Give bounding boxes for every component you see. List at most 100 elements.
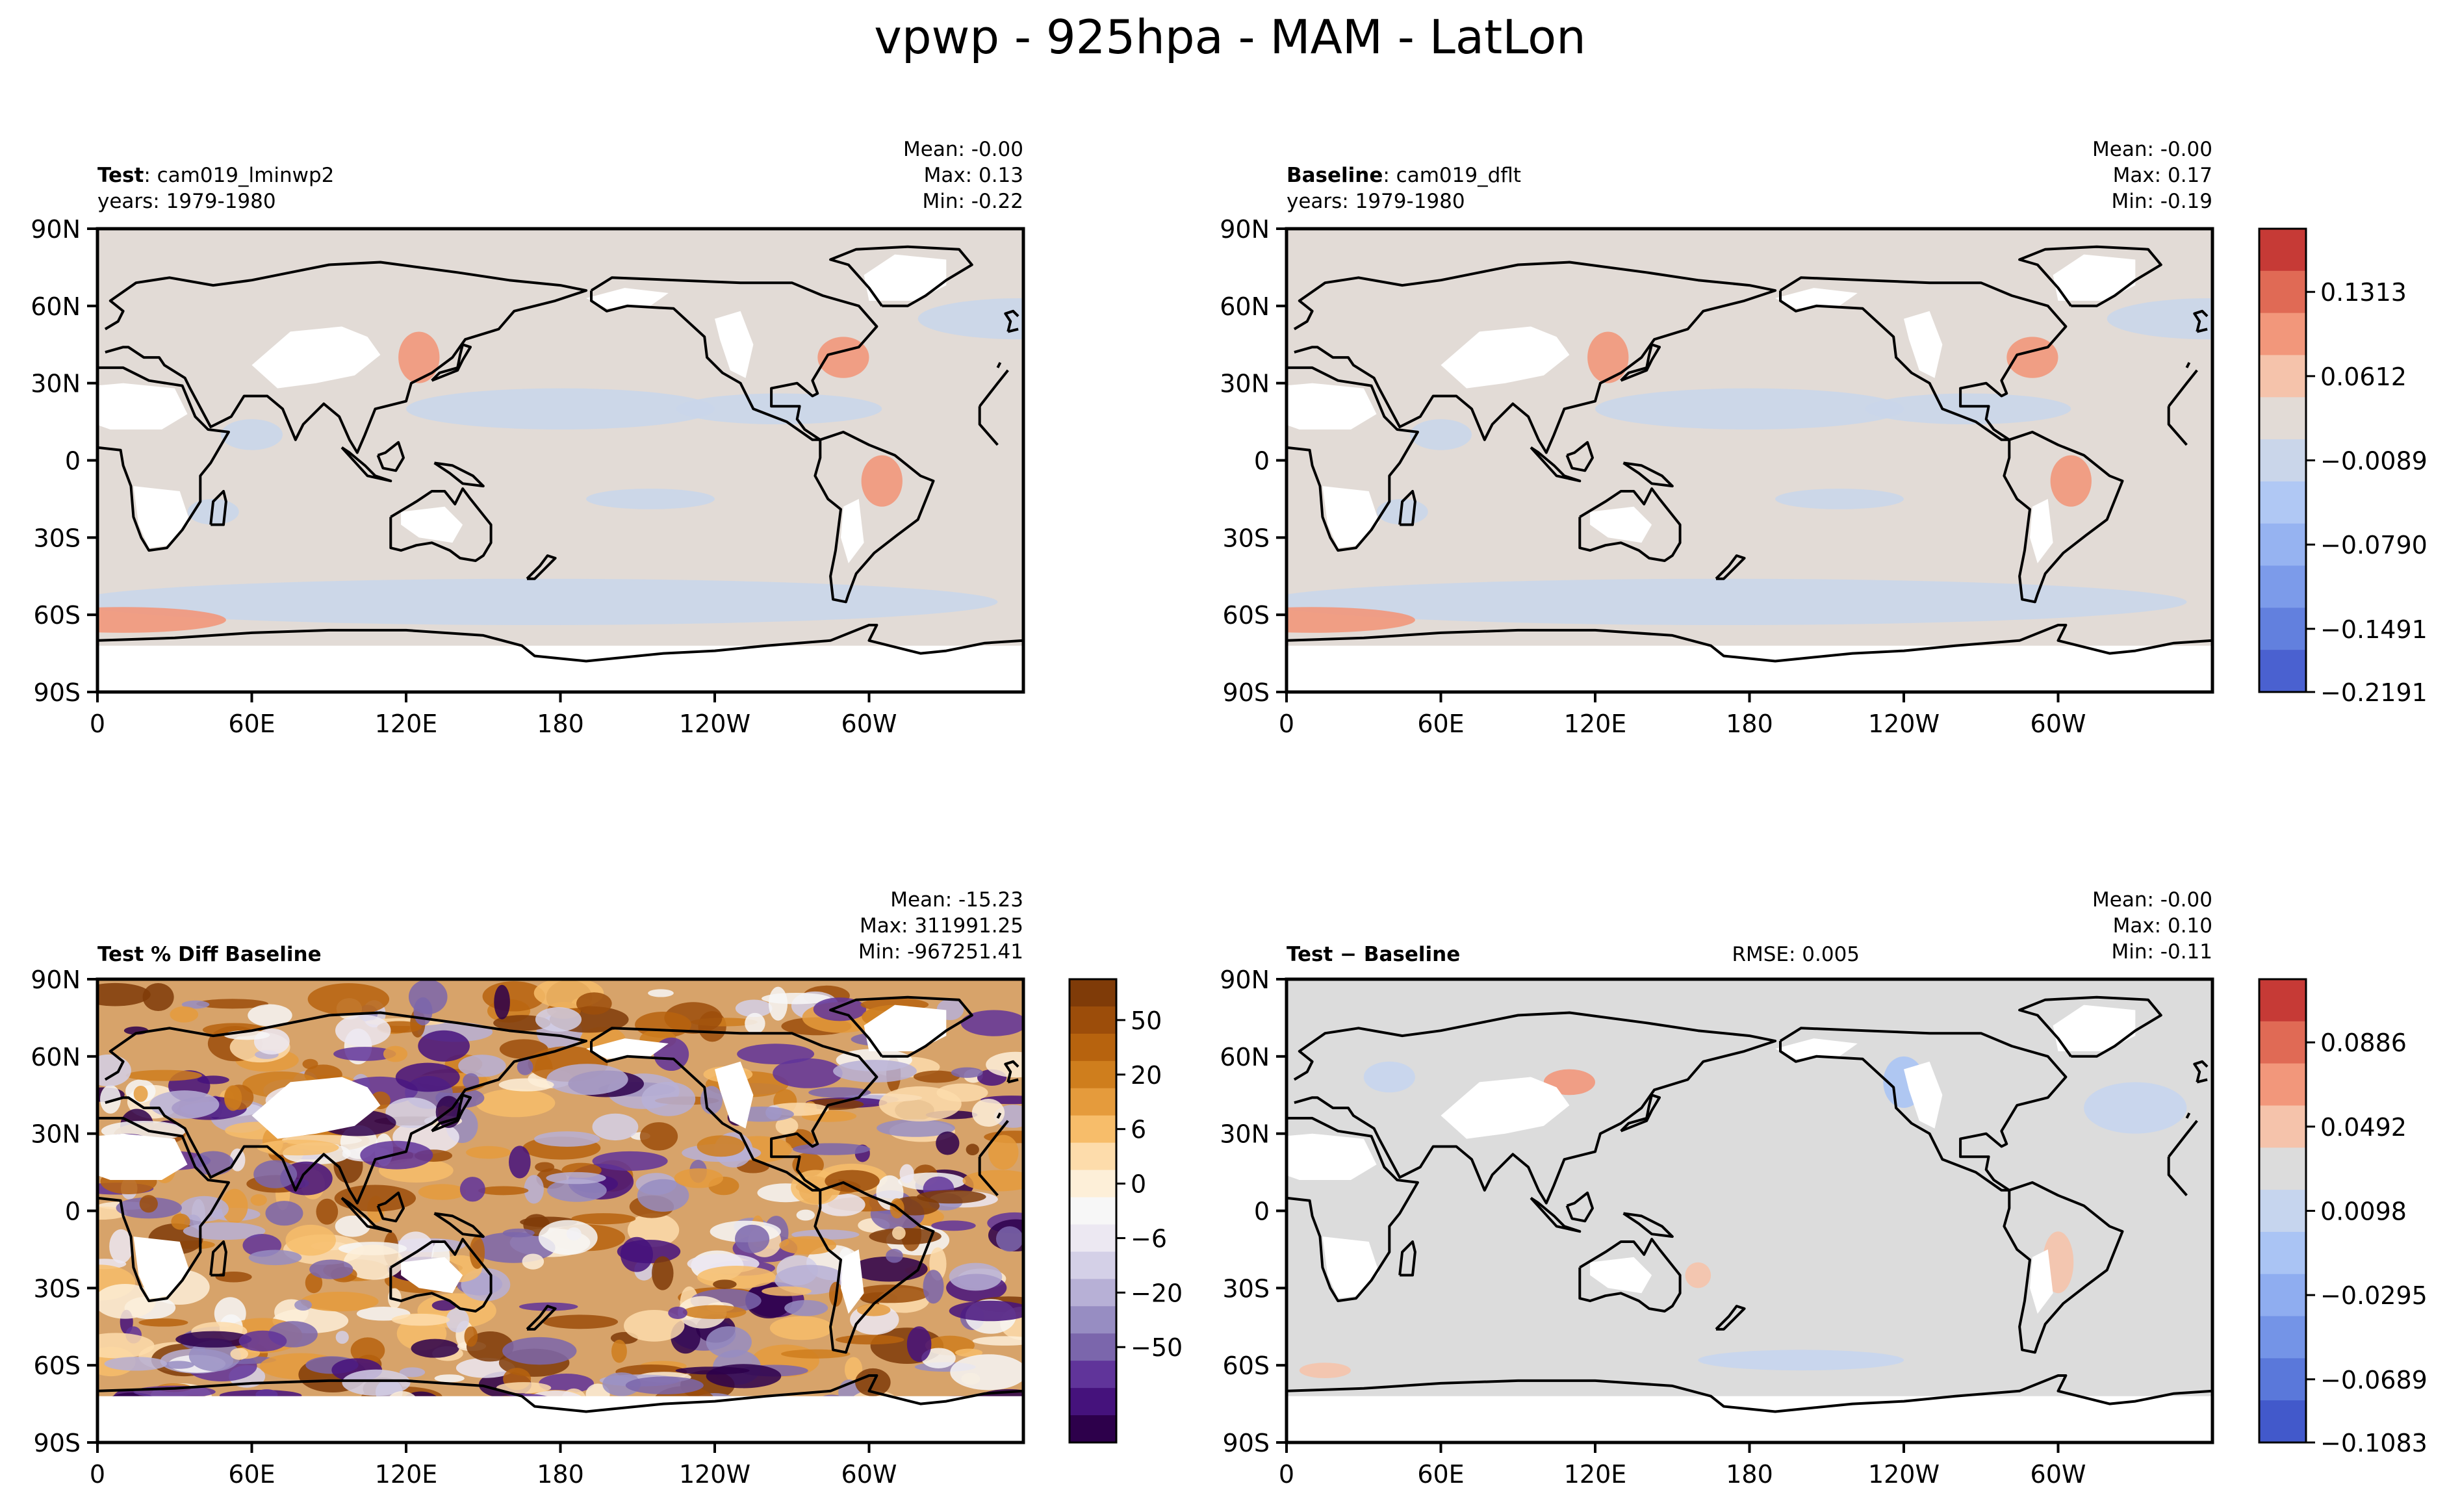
pctdiff-cell — [458, 1055, 506, 1077]
pctdiff-cell — [835, 1335, 904, 1345]
pctdiff-cell — [149, 1090, 220, 1119]
colorbar-tick-label: 20 — [1131, 1061, 1162, 1090]
masked-area — [133, 486, 190, 548]
coastline-greenland — [2018, 245, 2162, 307]
coastline-indonesia — [1530, 1197, 1582, 1233]
x-tick-label: 0 — [1279, 1460, 1294, 1489]
pctdiff-cell — [949, 1300, 1023, 1322]
pctdiff-cell — [196, 999, 268, 1009]
panel-label-case: : cam019_dflt — [1383, 164, 1521, 187]
pctdiff-cell — [769, 1316, 834, 1340]
coastline-eurasia — [104, 261, 1002, 454]
coastline-africa — [1287, 1116, 2198, 1303]
panel-stat: Max: 0.17 — [2113, 164, 2212, 187]
masked-area — [1322, 1237, 1379, 1299]
panel-stat: Max: 311991.25 — [860, 914, 1023, 938]
masked-area — [1287, 383, 1377, 429]
pctdiff-cell — [133, 1085, 148, 1102]
figure-title: vpwp - 925hpa - MAM - LatLon — [874, 10, 1586, 64]
coastline-northamerica — [590, 1027, 878, 1192]
pctdiff-cell — [949, 1262, 1003, 1291]
masked-area — [251, 1077, 381, 1139]
colorbar-frame — [1068, 978, 1118, 1444]
panel-stat: Mean: -0.00 — [903, 138, 1023, 161]
y-tick-label: 60N — [1220, 292, 1270, 321]
x-tick-label: 60W — [841, 1460, 897, 1489]
field-blob — [398, 331, 440, 383]
masked-area — [1904, 1061, 1943, 1129]
pctdiff-cell — [466, 1146, 511, 1159]
colorbar-pctdiff: 50 20 6 0 −6 −20 −50 — [1068, 978, 1183, 1444]
coastline-newzealand — [1715, 1305, 1746, 1331]
colorbar-segment — [1070, 1333, 1116, 1361]
colorbar-segment — [1070, 1251, 1116, 1279]
coastline-australia — [389, 487, 493, 562]
pctdiff-cell — [498, 1078, 554, 1092]
pctdiff-cell — [522, 1253, 545, 1270]
pctdiff-cell — [813, 997, 867, 1021]
pctdiff-cell — [188, 1340, 241, 1372]
masked-area — [1590, 506, 1652, 543]
x-tick-label: 60E — [1417, 710, 1464, 738]
coastline-madagascar — [1398, 490, 1416, 526]
panel-label-bold: Test − Baseline — [1287, 943, 1460, 966]
pctdiff-cell — [97, 1283, 156, 1319]
y-tick-label: 30N — [1220, 1120, 1270, 1149]
panel-years: years: 1979-1980 — [1287, 190, 1465, 213]
coastline-newzealand — [526, 554, 557, 580]
pctdiff-cell — [446, 1308, 469, 1333]
pctdiff-cell — [434, 1374, 465, 1383]
pctdiff-cell — [478, 1186, 529, 1196]
pctdiff-cell — [784, 1300, 828, 1316]
coastline-africa — [97, 1116, 1009, 1303]
colorbar-segment — [2259, 608, 2306, 650]
colorbar-segment — [1070, 1388, 1116, 1416]
pctdiff-cell — [833, 1060, 917, 1083]
coastline-newzealand — [526, 1305, 557, 1331]
colorbar-tick-label: 0.0612 — [2320, 363, 2407, 391]
field-blob — [97, 607, 226, 633]
field-blob — [861, 455, 903, 507]
pctdiff-cell — [466, 1331, 514, 1362]
pctdiff-cell — [852, 1285, 929, 1303]
coastline-indonesia — [340, 446, 392, 483]
colorbar-segment — [1070, 1170, 1116, 1198]
colorbar-segment — [2259, 523, 2306, 567]
coastline-greenland — [2018, 995, 2162, 1058]
y-tick-label: 90S — [34, 678, 81, 707]
panel-pctdiff: 0 60E 120E 180 120W 60W 90N 60N 30N 0 30S 60S 90S Tes… — [31, 888, 1025, 1489]
colorbar-tick-label: −0.1083 — [2320, 1429, 2428, 1457]
panel-label-bold: Test % Diff Baseline — [97, 943, 322, 966]
pctdiff-cell — [285, 1224, 336, 1256]
masked-area — [864, 254, 947, 301]
coastline-borneo — [1565, 441, 1594, 472]
pctdiff-cell — [592, 1113, 639, 1141]
pctdiff-cell — [697, 1135, 745, 1157]
pctdiff-cell — [734, 1224, 770, 1253]
pctdiff-cell — [248, 1004, 292, 1027]
pctdiff-cell — [316, 1198, 339, 1225]
pctdiff-cell — [385, 1097, 439, 1129]
pctdiff-cell — [418, 1184, 467, 1200]
pctdiff-cell — [142, 983, 174, 1012]
pctdiff-cell — [825, 1170, 880, 1192]
field-blob — [221, 419, 283, 450]
pctdiff-cell — [496, 1382, 552, 1394]
colorbar-segment — [1070, 1415, 1116, 1443]
x-tick-label: 0 — [1279, 710, 1294, 738]
pctdiff-cell — [411, 1339, 459, 1358]
pctdiff-cell — [342, 1369, 411, 1396]
pctdiff-cell — [611, 1339, 627, 1363]
y-tick-label: 90N — [31, 215, 81, 244]
pctdiff-cell — [617, 1239, 681, 1264]
coastline-uk — [1004, 1060, 1019, 1084]
pctdiff-cell — [891, 1226, 906, 1240]
colorbar-tick-label: −0.0790 — [2320, 531, 2428, 559]
pctdiff-cell — [175, 1331, 252, 1348]
pctdiff-cell — [509, 1146, 531, 1179]
pctdiff-cell — [181, 1000, 210, 1009]
pctdiff-cell — [524, 1175, 544, 1204]
colorbar-segment — [1070, 1197, 1116, 1225]
pctdiff-cell — [988, 1134, 1019, 1170]
pctdiff-cell — [972, 1336, 1023, 1346]
